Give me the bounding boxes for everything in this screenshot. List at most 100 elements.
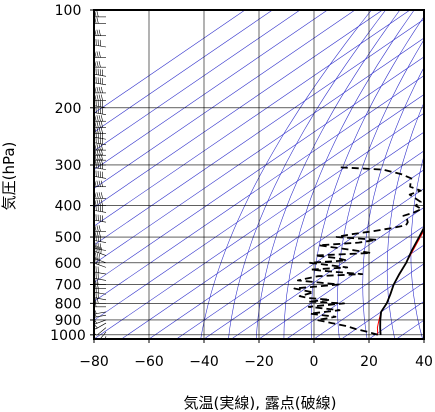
x-tick-label: −40 (189, 354, 219, 370)
isotherm-line (94, 112, 424, 339)
wind-barb (94, 68, 107, 77)
wind-barb-flag (98, 225, 101, 232)
wind-barb-flag (96, 115, 99, 122)
wind-barb-flag (100, 199, 103, 206)
wind-barb-staff (94, 176, 107, 179)
isotherm-line (94, 10, 301, 152)
wind-barb (94, 291, 107, 301)
wind-barb-flag (96, 199, 99, 206)
x-tick-label: −20 (244, 354, 274, 370)
x-axis-title: 気温(実線), 露点(破線) (184, 394, 337, 412)
y-tick-label: 600 (55, 256, 82, 272)
y-axis-title: 気圧(hPa) (0, 142, 18, 211)
wind-barb (94, 257, 107, 268)
wind-barb-staff (94, 73, 107, 77)
y-tick-label: 700 (55, 278, 82, 294)
wind-barb (94, 180, 106, 188)
x-tick-label: 0 (310, 354, 319, 370)
wind-barb-staff (94, 112, 107, 115)
isotherm-line (94, 10, 246, 114)
wind-barb (94, 192, 106, 199)
wind-barb-flag (100, 94, 103, 101)
wind-barb-flag (98, 51, 101, 58)
dewpoint-line (293, 166, 423, 336)
dry-adiabat-line (362, 66, 424, 339)
isotherm-line (94, 10, 273, 133)
wind-barb-staff (95, 322, 107, 330)
wind-barb-flag (96, 61, 99, 68)
wind-barb (94, 331, 107, 339)
wind-barb-flag (96, 17, 99, 24)
wind-barb-flag (94, 318, 98, 324)
wind-barb (94, 121, 106, 128)
wind-barb-flag (98, 61, 101, 68)
isotherm-line (94, 75, 424, 302)
wind-barb-flag (98, 127, 101, 134)
wind-barb-flag (96, 230, 99, 238)
wind-barb (94, 170, 107, 179)
dry-adiabat-line (310, 16, 424, 339)
wind-barb-flag (96, 94, 99, 101)
wind-barb (94, 265, 107, 275)
wind-barb-flag (98, 29, 101, 36)
wind-barb-flag (98, 115, 101, 122)
x-tick-label: 40 (415, 354, 433, 370)
dry-adiabat-line (410, 154, 424, 339)
y-tick-label: 1000 (50, 328, 86, 344)
wind-barb-flag (96, 257, 98, 265)
wind-barb-flag (96, 144, 99, 151)
isotherm-line (286, 244, 424, 339)
wind-barb-flag (100, 127, 103, 134)
wind-barb-staff (96, 327, 107, 336)
y-tick-label: 200 (55, 101, 82, 117)
y-tick-label: 300 (55, 158, 82, 174)
wind-barb-flag (98, 230, 101, 238)
y-tick-label: 900 (55, 313, 82, 329)
wind-barb-flag (98, 199, 101, 206)
dry-adiabat-line (386, 101, 424, 339)
wind-barb (94, 29, 106, 37)
wind-barb-staff (104, 336, 107, 339)
wind-barb-flag (96, 127, 99, 134)
grid-lines (94, 10, 424, 339)
wind-barb-flag (96, 51, 99, 58)
wind-barb-flag (96, 278, 99, 285)
isotherm-line (203, 188, 424, 339)
y-tick-label: 500 (55, 230, 82, 246)
y-tick-label: 100 (55, 3, 82, 19)
x-tick-label: −80 (79, 354, 109, 370)
wind-barb-staff (94, 44, 107, 48)
wind-barb-flag (98, 258, 100, 265)
temperature-line (379, 225, 424, 335)
wind-barb-flag (100, 115, 103, 122)
isotherm-line (94, 37, 424, 265)
isotherm-line (121, 131, 424, 339)
wind-barb (94, 144, 106, 151)
wind-barb (94, 106, 107, 115)
wind-barb-flag (98, 121, 101, 128)
sounding-profiles (293, 166, 424, 336)
wind-barb-staff (94, 263, 107, 268)
dry-adiabat-line (200, 10, 372, 339)
wind-barb (94, 272, 107, 281)
wind-barb-flag (100, 86, 103, 93)
wind-barb-flag (98, 246, 100, 253)
wind-barb-flag (98, 86, 101, 93)
wind-barb (94, 252, 107, 264)
wind-barb-flag (96, 10, 99, 17)
wind-barb-flag (98, 144, 101, 151)
dry-adiabat-line (228, 10, 386, 339)
wind-barb-flag (96, 282, 99, 289)
wind-barb-flag (98, 180, 101, 187)
wind-barb-flag (100, 121, 103, 128)
wind-barb-flag (98, 94, 101, 101)
isotherm-line (341, 282, 424, 339)
isotherm-line (94, 18, 424, 246)
y-tick-label: 400 (55, 199, 82, 215)
wind-barb-flag (96, 29, 99, 36)
wind-barb-staff (99, 331, 107, 339)
wind-barb-flag (100, 192, 103, 199)
wind-barb (94, 199, 106, 206)
isotherm-line (396, 319, 424, 339)
wind-barb-flag (98, 253, 100, 261)
